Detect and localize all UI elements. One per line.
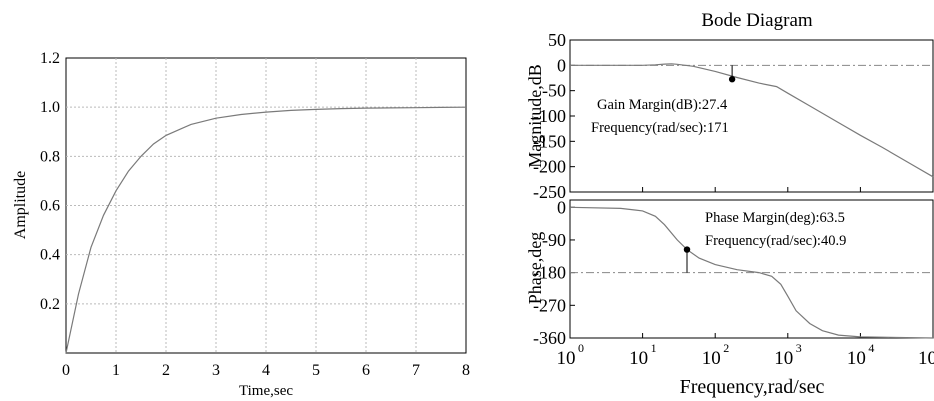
step-y-tick-label: 1.2 (40, 50, 60, 67)
phase-margin-frequency-label: Frequency(rad/sec):40.9 (705, 233, 846, 249)
step-y-tick-label: 1.0 (40, 99, 60, 116)
magnitude-y-tick-label: -150 (533, 131, 566, 151)
step-y-tick-label: 0.8 (40, 148, 60, 165)
frequency-tick-label: 10 0 (557, 341, 585, 369)
step-x-tick-label: 6 (362, 362, 370, 379)
step-response-chart: 0 1 2 3 4 5 6 7 8 0.2 0.4 0.6 0.8 1.0 1.2 Time,sec Amp… (12, 50, 470, 399)
phase-margin-label: Phase Margin(deg):63.5 (705, 210, 845, 226)
bode-title: Bode Diagram (701, 10, 813, 31)
phase-plot-frame (569, 199, 934, 339)
step-x-tick-label: 5 (312, 362, 320, 379)
step-ylabel: Amplitude (12, 171, 29, 239)
phase-y-tick-label: -180 (533, 263, 566, 283)
frequency-tick-exponent: 4 (868, 341, 874, 355)
frequency-tick-base: 10 (774, 348, 793, 369)
phase-margin-marker (683, 246, 691, 253)
magnitude-y-tick-label: 50 (548, 30, 566, 50)
magnitude-y-tick-label: -50 (542, 81, 566, 101)
step-y-tick-label: 0.2 (40, 296, 60, 313)
phase-y-tick-label: -360 (533, 328, 566, 348)
step-y-tick-label: 0.6 (40, 198, 60, 215)
magnitude-y-tick-label: -250 (533, 182, 566, 202)
step-x-tick-label: 7 (412, 362, 420, 379)
magnitude-y-tick-label: -200 (533, 157, 566, 177)
step-xlabel: Time,sec (239, 383, 293, 399)
phase-line (569, 206, 934, 339)
frequency-tick-exponent: 2 (723, 341, 729, 355)
frequency-tick-exponent: 1 (651, 341, 657, 355)
frequency-tick-base: 10 (557, 348, 576, 369)
frequency-tick-label: 10 2 (702, 341, 730, 369)
gain-margin-label: Gain Margin(dB):27.4 (597, 97, 728, 113)
phase-ylabel: Phase,deg (525, 232, 545, 304)
step-x-tick-label: 8 (462, 362, 470, 379)
frequency-tick-base: 10 (847, 348, 866, 369)
frequency-tick-label: 10 3 (774, 341, 802, 369)
phase-y-tick-label: -270 (533, 295, 566, 315)
frequency-tick-base: 10 (629, 348, 648, 369)
frequency-tick-label: 10 (918, 348, 934, 369)
frequency-tick-base: 10 (918, 348, 934, 369)
step-x-tick-label: 4 (262, 362, 270, 379)
frequency-tick-base: 10 (702, 348, 721, 369)
gain-margin-marker (728, 76, 736, 83)
step-x-tick-label: 3 (212, 362, 220, 379)
bode-diagram-chart: Bode Diagram 50 0 -50 -100 -150 -200 -250 Gain… (525, 10, 934, 398)
frequency-tick-label: 10 4 (847, 341, 875, 369)
frequency-tick-label: 10 1 (629, 341, 657, 369)
phase-y-tick-label: 0 (557, 197, 566, 217)
step-response-line (65, 106, 467, 354)
phase-y-tick-label: -90 (542, 230, 566, 250)
magnitude-line (570, 63, 934, 178)
frequency-tick-exponent: 3 (796, 341, 802, 355)
step-x-tick-label: 2 (162, 362, 170, 379)
bode-xlabel: Frequency,rad/sec (680, 376, 825, 398)
step-y-tick-label: 0.4 (40, 247, 60, 264)
frequency-tick-exponent: 0 (578, 341, 584, 355)
step-x-tick-label: 0 (62, 362, 70, 379)
magnitude-y-tick-label: 0 (557, 55, 566, 75)
magnitude-ylabel: Magnitude,dB (525, 64, 545, 168)
gain-margin-frequency-label: Frequency(rad/sec):171 (591, 120, 729, 136)
step-x-tick-label: 1 (112, 362, 120, 379)
magnitude-y-tick-label: -100 (533, 106, 566, 126)
magnitude-plot-frame (569, 39, 934, 193)
